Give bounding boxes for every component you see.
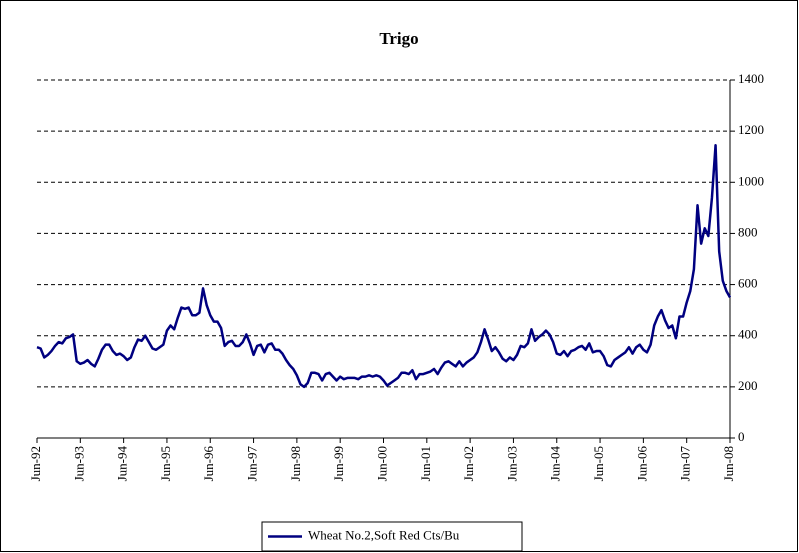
y-tick-label: 200: [738, 378, 758, 393]
x-tick-label: Jun-92: [28, 446, 43, 481]
series-line: [36, 143, 732, 389]
x-tick-label: Jun-93: [71, 446, 86, 481]
x-tick-label: Jun-96: [201, 446, 216, 482]
x-tick-label: Jun-03: [504, 446, 519, 481]
x-tick-label: Jun-94: [115, 446, 130, 482]
x-tick-label: Jun-95: [158, 446, 173, 481]
x-tick-label: Jun-98: [288, 446, 303, 481]
x-tick-label: Jun-02: [461, 446, 476, 481]
y-tick-label: 0: [738, 429, 745, 444]
x-tick-label: Jun-01: [418, 446, 433, 481]
x-tick-label: Jun-99: [331, 446, 346, 481]
y-tick-label: 1400: [738, 71, 764, 86]
x-tick-label: Jun-00: [374, 446, 389, 481]
y-tick-label: 400: [738, 327, 758, 342]
y-tick-label: 1000: [738, 173, 764, 188]
y-tick-label: 800: [738, 224, 758, 239]
legend-label: Wheat No.2,Soft Red Cts/Bu: [308, 527, 460, 542]
x-tick-label: Jun-07: [678, 446, 693, 482]
x-tick-label: Jun-97: [245, 446, 260, 482]
x-tick-label: Jun-08: [721, 446, 736, 481]
x-tick-label: Jun-05: [591, 446, 606, 481]
x-tick-label: Jun-06: [634, 446, 649, 482]
chart-title: Trigo: [379, 29, 418, 48]
x-tick-label: Jun-04: [548, 446, 563, 482]
y-tick-label: 1200: [738, 122, 764, 137]
legend-box: [261, 521, 523, 552]
y-tick-label: 600: [738, 276, 758, 291]
